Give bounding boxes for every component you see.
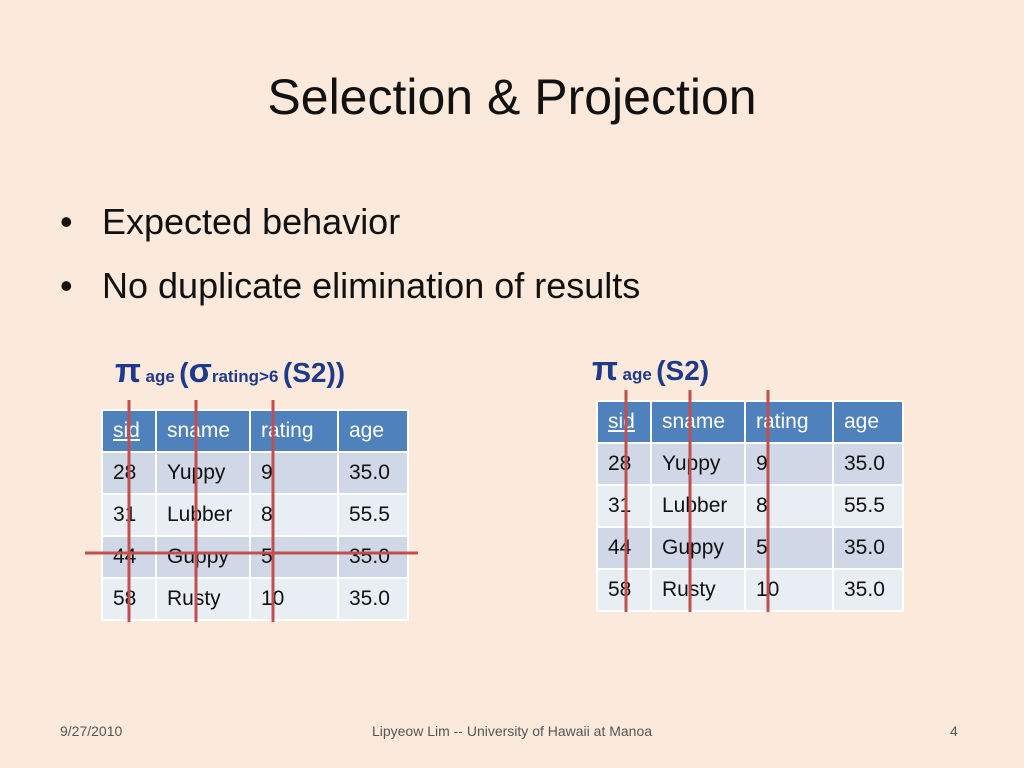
table-cell: Guppy xyxy=(650,526,746,570)
bullet-dot-icon: • xyxy=(60,201,73,242)
table-header-row: sid sname rating age xyxy=(596,400,904,444)
table-cell: Yuppy xyxy=(155,451,251,495)
table-cell: 55.5 xyxy=(337,493,409,537)
right-expression: π age (S2) xyxy=(592,350,709,389)
table-row: 31 Lubber 8 55.5 xyxy=(101,493,409,537)
projection-attribute: age xyxy=(622,365,652,384)
table-cell: Lubber xyxy=(155,493,251,537)
table-cell: 10 xyxy=(744,568,834,612)
left-result-table: sid sname rating age 28 Yuppy 9 35.0 31 … xyxy=(101,409,409,621)
table-cell: 58 xyxy=(101,577,157,621)
table-row: 28 Yuppy 9 35.0 xyxy=(101,451,409,495)
table-cell: 44 xyxy=(596,526,652,570)
table-cell: Rusty xyxy=(155,577,251,621)
table-cell: 35.0 xyxy=(337,535,409,579)
slide-title: Selection & Projection xyxy=(267,69,757,125)
table-cell: Rusty xyxy=(650,568,746,612)
slide-number: 4 xyxy=(950,723,958,739)
left-expression: π age (σrating>6 (S2)) xyxy=(115,352,345,391)
table-cell: 35.0 xyxy=(337,577,409,621)
selection-symbol: σ xyxy=(188,352,212,390)
table-cell: Guppy xyxy=(155,535,251,579)
bullet-dot-icon: • xyxy=(60,265,73,306)
column-header: sname xyxy=(155,409,251,453)
projection-attribute: age xyxy=(145,367,175,386)
table-cell: Yuppy xyxy=(650,442,746,486)
table-cell: Lubber xyxy=(650,484,746,528)
column-header: age xyxy=(337,409,409,453)
bullet-item: • Expected behavior xyxy=(60,190,640,254)
open-paren: ( xyxy=(179,357,189,388)
relation-name: (S2) xyxy=(656,355,710,386)
table-cell: 35.0 xyxy=(832,442,904,486)
table-cell: 8 xyxy=(249,493,339,537)
table-row: 28 Yuppy 9 35.0 xyxy=(596,442,904,486)
table-row: 58 Rusty 10 35.0 xyxy=(596,568,904,612)
bullet-list: • Expected behavior • No duplicate elimina… xyxy=(60,190,640,318)
table-cell: 35.0 xyxy=(832,568,904,612)
table-row: 44 Guppy 5 35.0 xyxy=(101,535,409,579)
table-cell: 9 xyxy=(249,451,339,495)
relation-name: (S2)) xyxy=(282,357,346,388)
bullet-text: No duplicate elimination of results xyxy=(102,265,641,306)
table-cell: 35.0 xyxy=(832,526,904,570)
table-cell: 5 xyxy=(744,526,834,570)
column-header: sid xyxy=(596,400,652,444)
table-cell: 28 xyxy=(596,442,652,486)
table-cell: 31 xyxy=(101,493,157,537)
table-cell: 58 xyxy=(596,568,652,612)
column-header: sid xyxy=(101,409,157,453)
table-row: 58 Rusty 10 35.0 xyxy=(101,577,409,621)
right-result-table: sid sname rating age 28 Yuppy 9 35.0 31 … xyxy=(596,400,904,612)
footer-date: 9/27/2010 xyxy=(60,723,123,739)
table-row: 44 Guppy 5 35.0 xyxy=(596,526,904,570)
table-header-row: sid sname rating age xyxy=(101,409,409,453)
table-cell: 44 xyxy=(101,535,157,579)
column-header: sname xyxy=(650,400,746,444)
table-cell: 55.5 xyxy=(832,484,904,528)
table-cell: 10 xyxy=(249,577,339,621)
table-cell: 31 xyxy=(596,484,652,528)
table-cell: 28 xyxy=(101,451,157,495)
table-cell: 9 xyxy=(744,442,834,486)
column-header: age xyxy=(832,400,904,444)
table-cell: 8 xyxy=(744,484,834,528)
column-header: rating xyxy=(249,409,339,453)
table-row: 31 Lubber 8 55.5 xyxy=(596,484,904,528)
table-cell: 35.0 xyxy=(337,451,409,495)
selection-condition: rating>6 xyxy=(211,367,279,386)
projection-symbol: π xyxy=(592,350,619,388)
column-header: rating xyxy=(744,400,834,444)
footer-author: Lipyeow Lim -- University of Hawaii at M… xyxy=(371,723,653,739)
bullet-item: • No duplicate elimination of results xyxy=(60,254,640,318)
bullet-text: Expected behavior xyxy=(102,201,401,242)
table-cell: 5 xyxy=(249,535,339,579)
projection-symbol: π xyxy=(115,352,142,390)
